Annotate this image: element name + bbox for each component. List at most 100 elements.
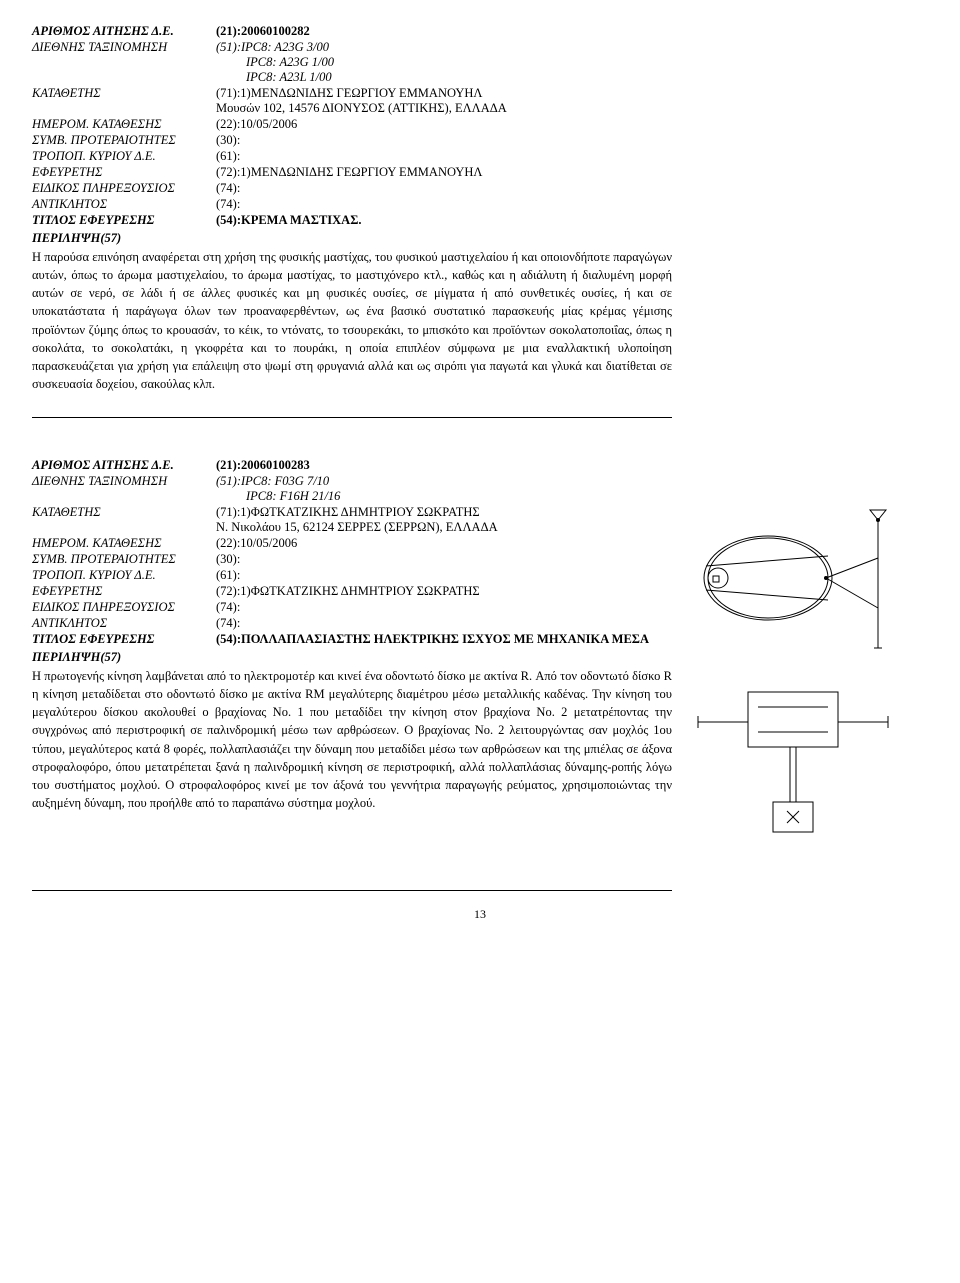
field-value-line: (30): — [216, 133, 672, 148]
field-label: ΤΙΤΛΟΣ ΕΦΕΥΡΕΣΗΣ — [32, 632, 212, 648]
field-row: ΕΦΕΥΡΕΤΗΣ (72):1)ΜΕΝΔΩΝΙΔΗΣ ΓΕΩΡΓΙΟΥ ΕΜΜΑ… — [32, 165, 672, 181]
field-row: ΕΙΔΙΚΟΣ ΠΛΗΡΕΞΟΥΣΙΟΣ (74): — [32, 181, 672, 197]
field-value-line: (72):1)ΜΕΝΔΩΝΙΔΗΣ ΓΕΩΡΓΙΟΥ ΕΜΜΑΝΟΥΗΛ — [216, 165, 672, 180]
field-value: (30): — [212, 133, 672, 149]
field-value: (74): — [212, 616, 672, 632]
abstract-label-2: ΠΕΡΙΛΗΨΗ(57) — [32, 650, 672, 665]
field-value: (74): — [212, 600, 672, 616]
field-row: ΑΡΙΘΜΟΣ ΑΙΤΗΣΗΣ Δ.Ε. (21):20060100282 — [32, 24, 672, 40]
field-value: (74): — [212, 197, 672, 213]
field-label: ΑΝΤΙΚΛΗΤΟΣ — [32, 197, 212, 213]
field-label: ΕΦΕΥΡΕΤΗΣ — [32, 584, 212, 600]
field-row: ΑΝΤΙΚΛΗΤΟΣ (74): — [32, 197, 672, 213]
diagram-2 — [688, 682, 898, 842]
field-row: ΕΦΕΥΡΕΤΗΣ (72):1)ΦΩΤΚΑΤΖΙΚΗΣ ΔΗΜΗΤΡΙΟΥ ΣΩ… — [32, 584, 672, 600]
field-value-line: (30): — [216, 552, 672, 567]
field-value: (21):20060100282 — [212, 24, 672, 40]
field-row: ΤΡΟΠΟΠ. ΚΥΡΙΟΥ Δ.Ε. (61): — [32, 568, 672, 584]
field-label: ΔΙΕΘΝΗΣ ΤΑΞΙΝΟΜΗΣΗ — [32, 40, 212, 86]
field-label: ΔΙΕΘΝΗΣ ΤΑΞΙΝΟΜΗΣΗ — [32, 474, 212, 505]
field-label: ΑΡΙΘΜΟΣ ΑΙΤΗΣΗΣ Δ.Ε. — [32, 458, 212, 474]
field-row: ΤΙΤΛΟΣ ΕΦΕΥΡΕΣΗΣ (54):ΠΟΛΛΑΠΛΑΣΙΑΣΤΗΣ ΗΛΕ… — [32, 632, 672, 648]
field-value-line: (71):1)ΦΩΤΚΑΤΖΙΚΗΣ ΔΗΜΗΤΡΙΟΥ ΣΩΚΡΑΤΗΣ — [216, 505, 672, 520]
field-value-line: (21):20060100282 — [216, 24, 672, 39]
field-value-line: (54):ΠΟΛΛΑΠΛΑΣΙΑΣΤΗΣ ΗΛΕΚΤΡΙΚΗΣ ΙΣΧΥΟΣ Μ… — [216, 632, 672, 647]
field-row: ΗΜΕΡΟΜ. ΚΑΤΑΘΕΣΗΣ (22):10/05/2006 — [32, 117, 672, 133]
field-row: ΔΙΕΘΝΗΣ ΤΑΞΙΝΟΜΗΣΗ(51):IPC8: A23G 3/00IP… — [32, 40, 672, 86]
field-value-line: (22):10/05/2006 — [216, 536, 672, 551]
field-label: ΕΦΕΥΡΕΤΗΣ — [32, 165, 212, 181]
field-value: (71):1)ΦΩΤΚΑΤΖΙΚΗΣ ΔΗΜΗΤΡΙΟΥ ΣΩΚΡΑΤΗΣΝ. … — [212, 505, 672, 536]
diagram-1 — [688, 498, 918, 658]
field-label: ΣΥΜΒ. ΠΡΟΤΕΡΑΙΟΤΗΤΕΣ — [32, 133, 212, 149]
field-label: ΤΙΤΛΟΣ ΕΦΕΥΡΕΣΗΣ — [32, 213, 212, 229]
field-value: (54):ΠΟΛΛΑΠΛΑΣΙΑΣΤΗΣ ΗΛΕΚΤΡΙΚΗΣ ΙΣΧΥΟΣ Μ… — [212, 632, 672, 648]
field-row: ΑΡΙΘΜΟΣ ΑΙΤΗΣΗΣ Δ.Ε. (21):20060100283 — [32, 458, 672, 474]
field-label: ΕΙΔΙΚΟΣ ΠΛΗΡΕΞΟΥΣΙΟΣ — [32, 181, 212, 197]
field-value-line: (21):20060100283 — [216, 458, 672, 473]
field-row: ΚΑΤΑΘΕΤΗΣ(71):1)ΦΩΤΚΑΤΖΙΚΗΣ ΔΗΜΗΤΡΙΟΥ ΣΩ… — [32, 505, 672, 536]
field-value-line: (54):ΚΡΕΜΑ ΜΑΣΤΙΧΑΣ. — [216, 213, 672, 228]
field-row: ΣΥΜΒ. ΠΡΟΤΕΡΑΙΟΤΗΤΕΣ (30): — [32, 133, 672, 149]
field-value-line: IPC8: A23L 1/00 — [216, 70, 672, 85]
field-value: (30): — [212, 552, 672, 568]
field-value: (22):10/05/2006 — [212, 536, 672, 552]
divider-2 — [32, 890, 672, 891]
field-value-line: (61): — [216, 568, 672, 583]
field-label: ΚΑΤΑΘΕΤΗΣ — [32, 86, 212, 117]
divider-1 — [32, 417, 672, 418]
field-value-line: (51):IPC8: F03G 7/10 — [216, 474, 672, 489]
field-row: ΕΙΔΙΚΟΣ ΠΛΗΡΕΞΟΥΣΙΟΣ (74): — [32, 600, 672, 616]
field-value-line: (61): — [216, 149, 672, 164]
field-row: ΤΙΤΛΟΣ ΕΦΕΥΡΕΣΗΣ (54):ΚΡΕΜΑ ΜΑΣΤΙΧΑΣ. — [32, 213, 672, 229]
field-row: ΤΡΟΠΟΠ. ΚΥΡΙΟΥ Δ.Ε. (61): — [32, 149, 672, 165]
field-row: ΔΙΕΘΝΗΣ ΤΑΞΙΝΟΜΗΣΗ(51):IPC8: F03G 7/10IP… — [32, 474, 672, 505]
field-value: (72):1)ΦΩΤΚΑΤΖΙΚΗΣ ΔΗΜΗΤΡΙΟΥ ΣΩΚΡΑΤΗΣ — [212, 584, 672, 600]
field-label: ΤΡΟΠΟΠ. ΚΥΡΙΟΥ Δ.Ε. — [32, 149, 212, 165]
field-value-line: Ν. Νικολάου 15, 62124 ΣΕΡΡΕΣ (ΣΕΡΡΩΝ), Ε… — [216, 520, 672, 535]
abstract-2: Η πρωτογενής κίνηση λαμβάνεται από το ηλ… — [32, 667, 672, 812]
field-value: (61): — [212, 568, 672, 584]
field-value-line: (74): — [216, 197, 672, 212]
record-2-container: ΑΡΙΘΜΟΣ ΑΙΤΗΣΗΣ Δ.Ε. (21):20060100283 ΔΙΕΘ… — [32, 458, 928, 866]
field-value: (22):10/05/2006 — [212, 117, 672, 133]
field-label: ΑΡΙΘΜΟΣ ΑΙΤΗΣΗΣ Δ.Ε. — [32, 24, 212, 40]
field-value-line: IPC8: F16H 21/16 — [216, 489, 672, 504]
field-label: ΣΥΜΒ. ΠΡΟΤΕΡΑΙΟΤΗΤΕΣ — [32, 552, 212, 568]
field-label: ΕΙΔΙΚΟΣ ΠΛΗΡΕΞΟΥΣΙΟΣ — [32, 600, 212, 616]
record-2: ΑΡΙΘΜΟΣ ΑΙΤΗΣΗΣ Δ.Ε. (21):20060100283 ΔΙΕΘ… — [32, 458, 672, 812]
field-value-line: (74): — [216, 600, 672, 615]
abstract-1: Η παρούσα επινόηση αναφέρεται στη χρήση … — [32, 248, 672, 393]
field-label: ΗΜΕΡΟΜ. ΚΑΤΑΘΕΣΗΣ — [32, 117, 212, 133]
field-value-line: (22):10/05/2006 — [216, 117, 672, 132]
field-value-line: (74): — [216, 616, 672, 631]
page-number: 13 — [32, 907, 928, 922]
field-value: (51):IPC8: A23G 3/00IPC8: A23G 1/00IPC8:… — [212, 40, 672, 86]
field-value: (74): — [212, 181, 672, 197]
field-label: ΗΜΕΡΟΜ. ΚΑΤΑΘΕΣΗΣ — [32, 536, 212, 552]
field-value-line: (72):1)ΦΩΤΚΑΤΖΙΚΗΣ ΔΗΜΗΤΡΙΟΥ ΣΩΚΡΑΤΗΣ — [216, 584, 672, 599]
abstract-label-1: ΠΕΡΙΛΗΨΗ(57) — [32, 231, 928, 246]
field-value: (71):1)ΜΕΝΔΩΝΙΔΗΣ ΓΕΩΡΓΙΟΥ ΕΜΜΑΝΟΥΗΛΜουσ… — [212, 86, 672, 117]
field-value-line: (74): — [216, 181, 672, 196]
fields-table-1: ΑΡΙΘΜΟΣ ΑΙΤΗΣΗΣ Δ.Ε. (21):20060100282 ΔΙΕΘ… — [32, 24, 672, 229]
field-value: (72):1)ΜΕΝΔΩΝΙΔΗΣ ΓΕΩΡΓΙΟΥ ΕΜΜΑΝΟΥΗΛ — [212, 165, 672, 181]
fields-table-2: ΑΡΙΘΜΟΣ ΑΙΤΗΣΗΣ Δ.Ε. (21):20060100283 ΔΙΕΘ… — [32, 458, 672, 648]
field-value: (51):IPC8: F03G 7/10IPC8: F16H 21/16 — [212, 474, 672, 505]
record-1: ΑΡΙΘΜΟΣ ΑΙΤΗΣΗΣ Δ.Ε. (21):20060100282 ΔΙΕΘ… — [32, 24, 928, 418]
field-value: (54):ΚΡΕΜΑ ΜΑΣΤΙΧΑΣ. — [212, 213, 672, 229]
field-label: ΑΝΤΙΚΛΗΤΟΣ — [32, 616, 212, 632]
field-value-line: IPC8: A23G 1/00 — [216, 55, 672, 70]
field-value-line: (51):IPC8: A23G 3/00 — [216, 40, 672, 55]
field-label: ΤΡΟΠΟΠ. ΚΥΡΙΟΥ Δ.Ε. — [32, 568, 212, 584]
field-value-line: Μουσών 102, 14576 ΔΙΟΝΥΣΟΣ (ΑΤΤΙΚΗΣ), ΕΛ… — [216, 101, 672, 116]
diagram-column — [672, 458, 928, 866]
field-row: ΚΑΤΑΘΕΤΗΣ(71):1)ΜΕΝΔΩΝΙΔΗΣ ΓΕΩΡΓΙΟΥ ΕΜΜΑ… — [32, 86, 672, 117]
field-label: ΚΑΤΑΘΕΤΗΣ — [32, 505, 212, 536]
field-value: (21):20060100283 — [212, 458, 672, 474]
field-row: ΗΜΕΡΟΜ. ΚΑΤΑΘΕΣΗΣ (22):10/05/2006 — [32, 536, 672, 552]
field-value: (61): — [212, 149, 672, 165]
field-row: ΣΥΜΒ. ΠΡΟΤΕΡΑΙΟΤΗΤΕΣ (30): — [32, 552, 672, 568]
field-value-line: (71):1)ΜΕΝΔΩΝΙΔΗΣ ΓΕΩΡΓΙΟΥ ΕΜΜΑΝΟΥΗΛ — [216, 86, 672, 101]
field-row: ΑΝΤΙΚΛΗΤΟΣ (74): — [32, 616, 672, 632]
